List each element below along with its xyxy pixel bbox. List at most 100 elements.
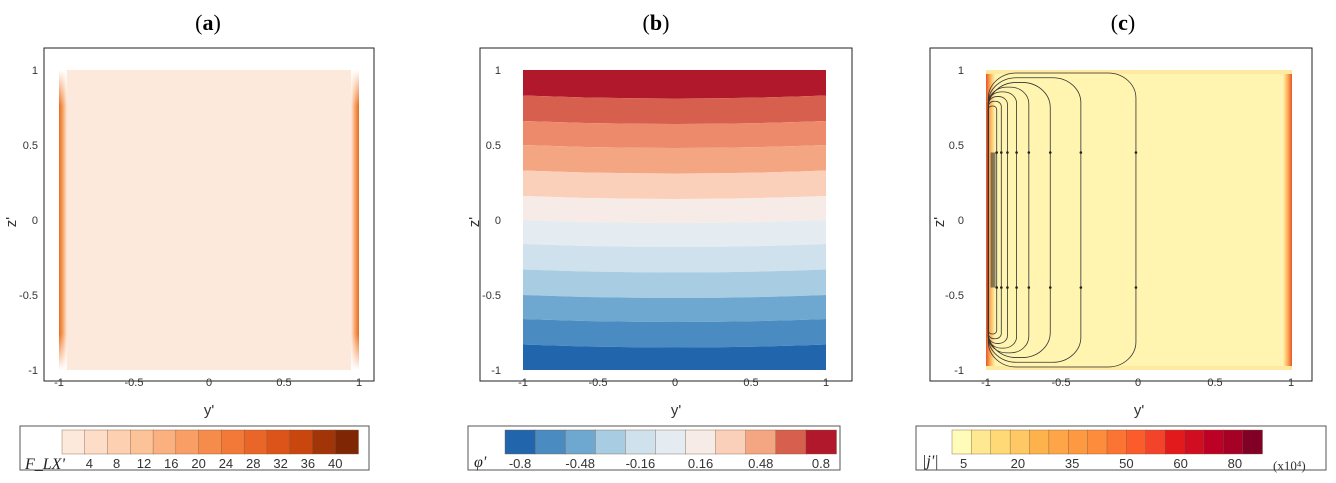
phi-band: [523, 269, 826, 298]
streamline-arrow-marker: [1048, 151, 1052, 154]
panel-b-ytick: -0.5: [482, 290, 501, 302]
colorbar-tick-label: 40: [328, 456, 342, 471]
colorbar-tick-label: 20: [1011, 456, 1025, 471]
panel-c-left-layer: [986, 70, 995, 370]
phi-band: [523, 95, 826, 124]
panel-c-colorbar-title: |j'|: [922, 453, 939, 470]
panel-c-streamlines: [987, 72, 1138, 368]
colorbar-tick-label: 36: [301, 456, 315, 471]
colorbar-swatch: [289, 429, 314, 455]
phi-band: [523, 70, 826, 99]
phi-band: [523, 244, 826, 273]
colorbar-swatch: [1009, 429, 1031, 455]
panel-b-ytick: -1: [491, 365, 501, 377]
colorbar-swatch: [1164, 429, 1186, 455]
colorbar-swatch: [805, 429, 837, 455]
panel-c-label: (c): [1111, 10, 1135, 35]
panel-c-xtick: 0: [1135, 377, 1141, 389]
panel-a-right-fade: [351, 70, 359, 370]
phi-band: [523, 170, 826, 199]
colorbar-swatch: [745, 429, 777, 455]
colorbar-swatch: [1029, 429, 1050, 455]
colorbar-swatch: [685, 429, 717, 455]
phi-band: [523, 145, 826, 174]
colorbar-swatch: [221, 429, 245, 455]
panel-c-ytick: -1: [954, 365, 964, 377]
colorbar-tick-label: 20: [191, 456, 205, 471]
panel-b-ylabel: z': [466, 217, 483, 228]
current-streamline: [987, 105, 998, 335]
colorbar-swatch: [152, 429, 177, 455]
panel-b-ytick: 1: [495, 65, 501, 77]
phi-band: [523, 220, 826, 247]
streamline-arrow-marker: [1006, 151, 1009, 154]
colorbar-tick-label: 0.48: [748, 456, 773, 471]
colorbar-tick-label: 4: [86, 456, 93, 471]
panel-b: (b) -1 -0.5 0 0.5 1 1 0.5 0 -0.5 -1 y' z…: [466, 10, 853, 471]
colorbar-tick-label: 16: [164, 456, 178, 471]
phi-band: [523, 196, 826, 223]
panel-b-colorbar: -0.8 -0.48 -0.16 0.16 0.48 0.8: [504, 429, 837, 471]
panel-c-colorbar-unit: (x10⁴): [1273, 458, 1306, 473]
panel-c-ytick: 0.5: [949, 140, 964, 152]
colorbar-tick-label: 0.16: [688, 456, 713, 471]
colorbar-swatch: [715, 429, 747, 455]
colorbar-tick-label: 8: [113, 456, 120, 471]
panel-b-y-ticks: 1 0.5 0 -0.5 -1: [482, 65, 501, 377]
panel-a-ytick: 1: [32, 65, 38, 77]
colorbar-swatch: [595, 429, 627, 455]
panel-a-ytick: -1: [28, 365, 38, 377]
colorbar-swatch: [1068, 429, 1089, 455]
colorbar-swatch: [335, 429, 359, 455]
panel-a: (a) -1 -0.5 0 0.5 1 1 0.5 0 -0.5 -1 F_LX…: [19, 10, 375, 473]
panel-b-letter: b: [650, 10, 662, 35]
colorbar-swatch: [266, 429, 291, 455]
streamline-arrow-marker: [1134, 151, 1138, 154]
streamline-arrow-marker: [1048, 286, 1052, 289]
colorbar-tick-label: 80: [1228, 456, 1242, 471]
panel-c-field: [986, 70, 1292, 370]
panel-c-x-ticks: -1 -0.5 0 0.5 1: [981, 377, 1294, 389]
panel-c-ytick: 0: [958, 215, 964, 227]
panel-a-ytick: 0.5: [23, 140, 38, 152]
panel-a-xlabel: y': [204, 402, 215, 419]
colorbar-tick-label: -0.48: [565, 456, 595, 471]
streamline-arrow-marker: [1134, 286, 1138, 289]
colorbar-tick-label: -0.16: [626, 456, 656, 471]
panel-b-ytick: 0.5: [486, 140, 501, 152]
phi-band: [523, 295, 826, 322]
panel-b-xtick: -0.5: [589, 377, 608, 389]
phi-band: [523, 344, 826, 370]
colorbar-swatch: [84, 429, 109, 455]
colorbar-tick-label: 32: [273, 456, 287, 471]
colorbar-swatch: [504, 429, 536, 455]
colorbar-swatch: [1184, 429, 1205, 455]
colorbar-tick-label: 24: [219, 456, 233, 471]
streamline-arrow-marker: [1079, 286, 1083, 289]
panel-c-ytick: 1: [958, 65, 964, 77]
colorbar-tick-label: 50: [1119, 456, 1133, 471]
panel-c-y-ticks: 1 0.5 0 -0.5 -1: [945, 65, 964, 377]
colorbar-swatch: [312, 429, 336, 455]
panel-a-letter: a: [203, 10, 214, 35]
colorbar-swatch: [1203, 429, 1224, 455]
panel-c-xtick: -1: [981, 377, 991, 389]
panel-b-xtick: 1: [823, 377, 829, 389]
colorbar-swatch: [1087, 429, 1108, 455]
panel-a-label: (a): [195, 10, 221, 35]
colorbar-swatch: [130, 429, 154, 455]
colorbar-swatch: [1223, 429, 1244, 455]
panel-c-xtick: -0.5: [1052, 377, 1071, 389]
panel-a-xtick: 0: [206, 377, 212, 389]
colorbar-swatch: [971, 429, 992, 455]
colorbar-swatch: [564, 429, 596, 455]
panel-c-bottom-layer: [986, 366, 1292, 370]
panel-a-field: [59, 70, 359, 370]
panel-c-letter: c: [1118, 10, 1128, 35]
phi-band: [523, 121, 826, 148]
colorbar-swatch: [534, 429, 566, 455]
colorbar-tick-label: 5: [960, 456, 967, 471]
panel-b-ytick: 0: [495, 215, 501, 227]
colorbar-swatch: [775, 429, 807, 455]
